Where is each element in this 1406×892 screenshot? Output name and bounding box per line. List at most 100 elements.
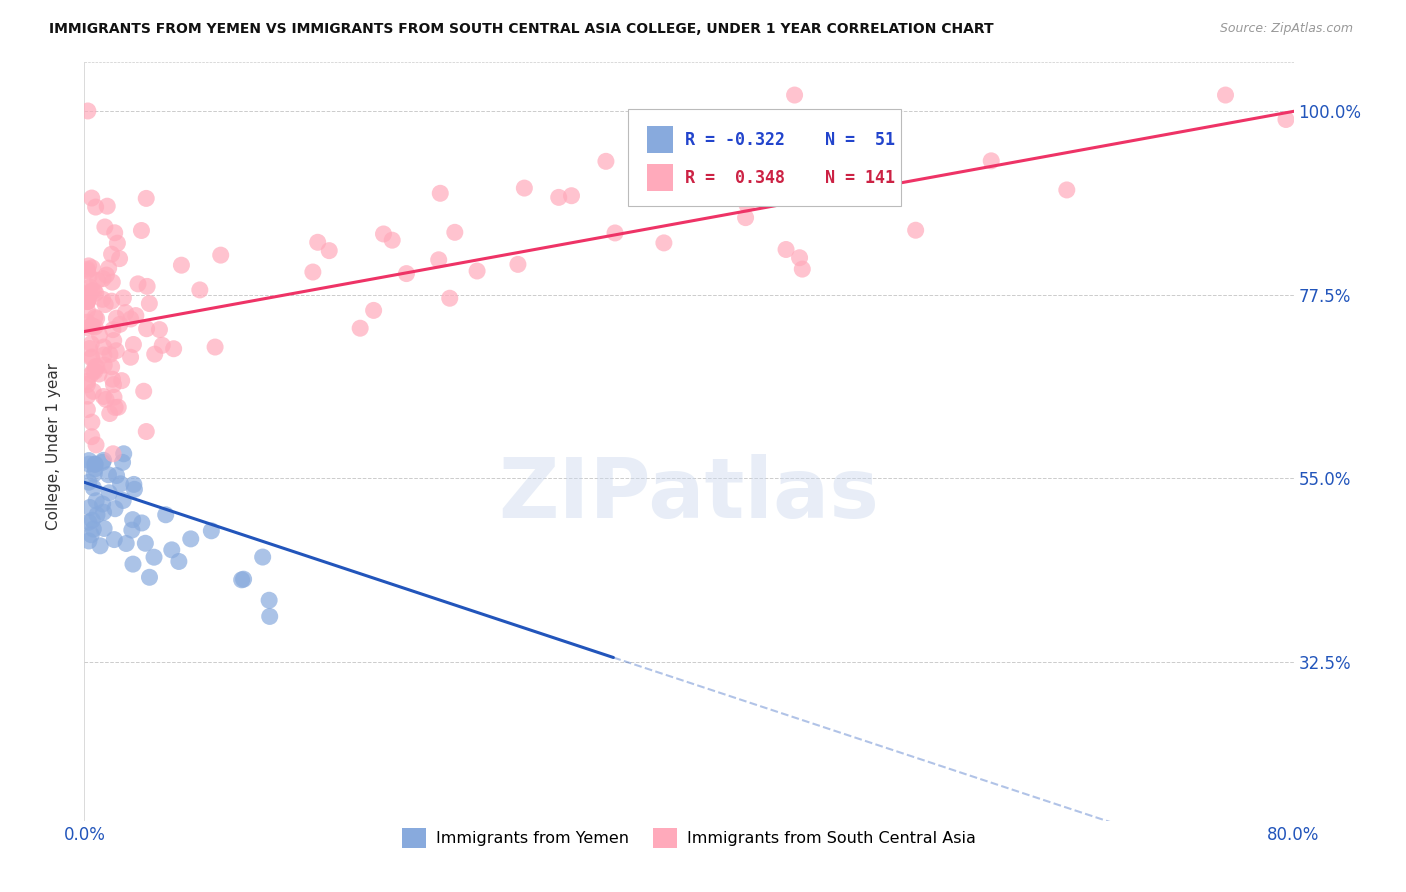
- Point: [80, 351, 103, 365]
- Point: [80, 527, 103, 541]
- Point: [735, 197, 758, 211]
- Point: [86, 311, 108, 326]
- Point: [127, 277, 149, 291]
- Point: [87, 367, 110, 381]
- Point: [121, 513, 143, 527]
- Point: [107, 401, 129, 415]
- Point: [83, 467, 105, 481]
- Point: [76, 320, 98, 334]
- Point: [792, 262, 814, 277]
- Point: [170, 258, 193, 272]
- Point: [699, 191, 721, 205]
- Point: [134, 536, 156, 550]
- Point: [1215, 88, 1237, 103]
- Point: [100, 359, 122, 374]
- Point: [307, 235, 329, 250]
- Point: [363, 303, 385, 318]
- Point: [76, 294, 98, 309]
- Point: [84, 319, 107, 334]
- Point: [200, 524, 222, 538]
- Point: [84, 286, 107, 301]
- Point: [98, 407, 121, 421]
- Point: [86, 359, 108, 374]
- Point: [122, 477, 145, 491]
- Point: [547, 190, 569, 204]
- Point: [138, 570, 160, 584]
- Point: [108, 252, 131, 266]
- Point: [259, 609, 281, 624]
- Point: [143, 550, 166, 565]
- Point: [395, 267, 418, 281]
- Point: [980, 153, 1002, 168]
- Point: [76, 262, 98, 277]
- Point: [180, 532, 202, 546]
- Point: [94, 219, 117, 234]
- Point: [560, 188, 582, 202]
- Point: [112, 447, 135, 461]
- Point: [91, 455, 114, 469]
- Point: [105, 343, 128, 358]
- Point: [135, 425, 157, 439]
- FancyBboxPatch shape: [628, 110, 901, 207]
- Point: [132, 384, 155, 399]
- Point: [80, 415, 103, 429]
- Point: [96, 268, 118, 282]
- Point: [101, 323, 124, 337]
- Point: [381, 233, 404, 247]
- Point: [349, 321, 371, 335]
- Point: [76, 292, 98, 306]
- Bar: [647, 164, 673, 191]
- Point: [120, 312, 142, 326]
- Point: [84, 462, 107, 476]
- Point: [150, 338, 173, 352]
- Point: [93, 505, 115, 519]
- Point: [443, 225, 465, 239]
- Point: [82, 260, 104, 275]
- Point: [167, 554, 190, 568]
- Point: [103, 377, 125, 392]
- Point: [232, 572, 254, 586]
- Point: [79, 280, 101, 294]
- Point: [82, 481, 104, 495]
- Point: [93, 358, 115, 372]
- Point: [104, 226, 127, 240]
- Point: [465, 264, 488, 278]
- Point: [80, 430, 103, 444]
- Point: [91, 271, 114, 285]
- Point: [439, 291, 461, 305]
- Point: [94, 392, 117, 407]
- Point: [783, 88, 806, 103]
- Point: [811, 153, 834, 168]
- Point: [76, 303, 98, 318]
- Point: [775, 243, 797, 257]
- Text: Source: ZipAtlas.com: Source: ZipAtlas.com: [1219, 22, 1353, 36]
- Point: [830, 186, 852, 201]
- Point: [96, 199, 118, 213]
- Point: [76, 389, 98, 403]
- Point: [603, 226, 626, 240]
- Point: [84, 359, 107, 374]
- Point: [76, 294, 98, 309]
- Point: [77, 269, 100, 284]
- Point: [80, 350, 103, 364]
- Point: [93, 453, 115, 467]
- Point: [80, 336, 103, 351]
- Point: [80, 318, 103, 333]
- Point: [108, 318, 131, 332]
- Point: [84, 457, 107, 471]
- Point: [135, 322, 157, 336]
- Point: [83, 284, 105, 298]
- Point: [160, 542, 183, 557]
- Point: [97, 261, 120, 276]
- Point: [82, 384, 104, 399]
- Text: IMMIGRANTS FROM YEMEN VS IMMIGRANTS FROM SOUTH CENTRAL ASIA COLLEGE, UNDER 1 YEA: IMMIGRANTS FROM YEMEN VS IMMIGRANTS FROM…: [49, 22, 994, 37]
- Point: [105, 311, 128, 326]
- Point: [77, 259, 100, 273]
- Point: [84, 310, 107, 325]
- Point: [204, 340, 226, 354]
- Point: [131, 516, 153, 530]
- Point: [80, 368, 103, 382]
- Point: [84, 493, 107, 508]
- Point: [163, 342, 186, 356]
- Point: [98, 347, 121, 361]
